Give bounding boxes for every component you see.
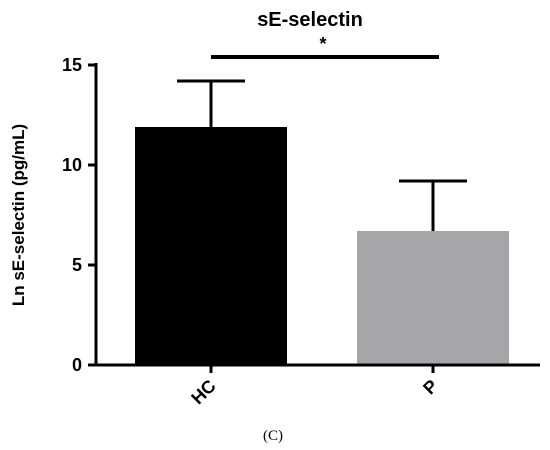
x-ticks-group: HC P xyxy=(187,365,442,408)
y-ticks-group: 0 5 10 15 xyxy=(62,55,96,375)
y-tick-label: 5 xyxy=(72,255,82,275)
y-tick-label: 10 xyxy=(62,155,82,175)
error-bars-group xyxy=(177,79,467,231)
significance-label: * xyxy=(319,34,326,54)
chart-title: sE-selectin xyxy=(257,9,363,31)
x-tick-label: P xyxy=(419,376,442,399)
bars-group xyxy=(135,127,509,365)
bar-hc xyxy=(135,127,287,365)
bar-p xyxy=(357,231,509,365)
figure-caption: (C) xyxy=(263,428,283,444)
y-tick-label: 15 xyxy=(62,55,82,75)
x-tick-label: HC xyxy=(187,376,220,409)
y-tick-label: 0 xyxy=(72,355,82,375)
y-axis-label: Ln sE-selectin (pg/mL) xyxy=(9,124,28,306)
